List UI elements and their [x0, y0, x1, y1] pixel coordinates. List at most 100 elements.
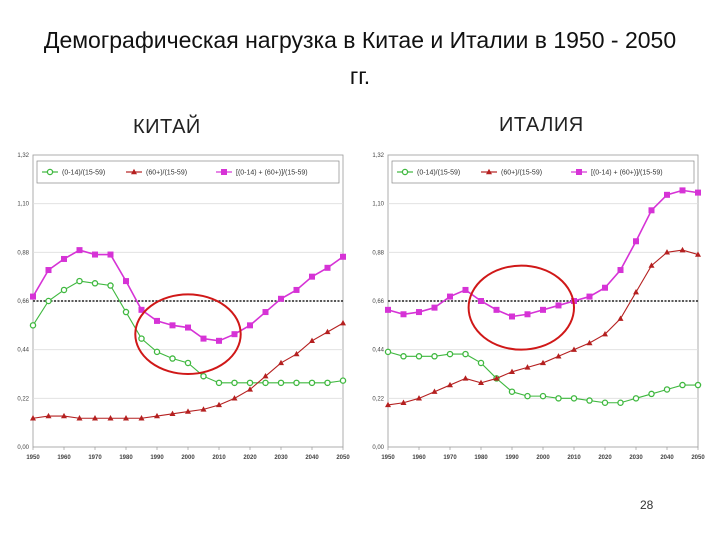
x-tick-label: 2030: [629, 455, 643, 461]
data-point: [309, 337, 315, 344]
x-tick-label: 2050: [336, 455, 350, 461]
data-point: [679, 187, 686, 194]
data-point: [571, 346, 577, 352]
data-point: [663, 386, 671, 393]
china-dependency-chart: 0,00 0,22 0,44 0,66 0,88 1,10 1,32 1950 1960 1970…: [17, 153, 350, 461]
data-point: [431, 388, 438, 394]
data-point: [602, 284, 608, 291]
data-point: [509, 368, 515, 374]
data-point: [76, 415, 83, 421]
x-tick-label: 2010: [212, 455, 226, 461]
x-tick-label: 2030: [274, 455, 288, 461]
data-point: [695, 189, 701, 196]
data-point: [30, 293, 36, 300]
data-point: [477, 359, 485, 367]
data-point: [400, 399, 407, 405]
data-point: [493, 375, 500, 381]
data-point: [648, 207, 655, 214]
data-point: [694, 381, 702, 389]
data-point: [45, 297, 52, 305]
data-point: [648, 262, 655, 268]
series: [29, 277, 347, 387]
data-point: [154, 317, 160, 324]
data-point: [231, 395, 238, 401]
data-point: [200, 372, 207, 380]
legend: (0-14)/(15-59) (60+)/(15-59) [(0-14) + (60…: [391, 160, 695, 184]
data-point: [586, 339, 593, 346]
data-point: [632, 395, 640, 402]
legend-marker: [401, 168, 409, 176]
legend-entry: [(0-14) + (60+)]/(15-59): [236, 170, 308, 177]
data-point: [447, 381, 453, 388]
data-point: [478, 379, 484, 386]
data-point: [200, 406, 207, 412]
data-point: [617, 315, 624, 321]
data-point: [586, 293, 593, 300]
data-point: [602, 330, 608, 337]
data-point: [293, 379, 300, 387]
legend-entry: (0-14)/(15-59): [417, 170, 460, 177]
data-point: [539, 392, 547, 400]
data-point: [633, 288, 639, 295]
data-point: [400, 311, 407, 318]
data-point: [633, 238, 639, 245]
data-point: [169, 322, 176, 329]
y-tick-label: 1,32: [372, 153, 384, 159]
y-tick-label: 0,22: [372, 396, 384, 402]
data-point: [169, 410, 176, 417]
slide-title: Демографическая нагрузка в Китае и Итали…: [43, 27, 677, 89]
y-tick-label: 0,88: [372, 250, 384, 256]
data-point: [138, 335, 145, 342]
data-point: [231, 379, 238, 387]
data-point: [679, 381, 686, 389]
y-tick-label: 1,32: [17, 153, 29, 159]
x-tick-label: 2040: [305, 455, 319, 461]
series: [30, 319, 346, 421]
data-point: [493, 306, 500, 313]
data-point: [184, 359, 192, 367]
y-tick-label: 1,10: [17, 202, 29, 208]
data-point: [384, 348, 392, 356]
data-point: [45, 412, 52, 419]
legend-entry: (60+)/(15-59): [146, 170, 187, 177]
data-point: [216, 401, 222, 408]
x-tick-label: 2000: [181, 455, 195, 461]
data-point: [431, 353, 438, 360]
data-point: [45, 267, 52, 274]
data-point: [308, 379, 316, 387]
data-point: [278, 359, 284, 366]
data-point: [61, 412, 67, 419]
series: [30, 247, 346, 344]
x-tick-label: 2010: [567, 455, 581, 461]
legend-entry: [(0-14) + (60+)]/(15-59): [591, 170, 663, 177]
data-point: [478, 298, 484, 304]
y-tick-label: 0,00: [372, 445, 384, 451]
x-tick-label: 2020: [243, 455, 257, 461]
legend-entry: (0-14)/(15-59): [62, 170, 105, 177]
data-point: [262, 309, 269, 316]
data-point: [92, 251, 98, 258]
y-tick-label: 0,44: [17, 348, 29, 354]
y-tick-label: 1,10: [372, 202, 384, 208]
data-point: [385, 401, 391, 408]
x-tick-label: 1970: [88, 455, 102, 461]
data-point: [138, 415, 145, 421]
legend-marker: [486, 168, 492, 175]
y-tick-label: 0,88: [17, 250, 29, 256]
data-point: [107, 282, 114, 289]
data-point: [540, 359, 546, 366]
x-tick-label: 1960: [412, 455, 426, 461]
data-point: [664, 191, 670, 198]
legend: (0-14)/(15-59) (60+)/(15-59) [(0-14) + (60…: [36, 160, 340, 184]
data-point: [416, 309, 422, 316]
data-point: [324, 264, 331, 271]
data-point: [262, 379, 269, 387]
data-point: [555, 353, 562, 359]
series: [385, 246, 701, 408]
page-number: 28: [640, 498, 654, 512]
chart-title-china: КИТАЙ: [133, 116, 201, 138]
y-tick-label: 0,66: [372, 299, 384, 305]
data-point: [169, 355, 176, 362]
data-point: [278, 295, 284, 302]
data-point: [462, 350, 469, 358]
